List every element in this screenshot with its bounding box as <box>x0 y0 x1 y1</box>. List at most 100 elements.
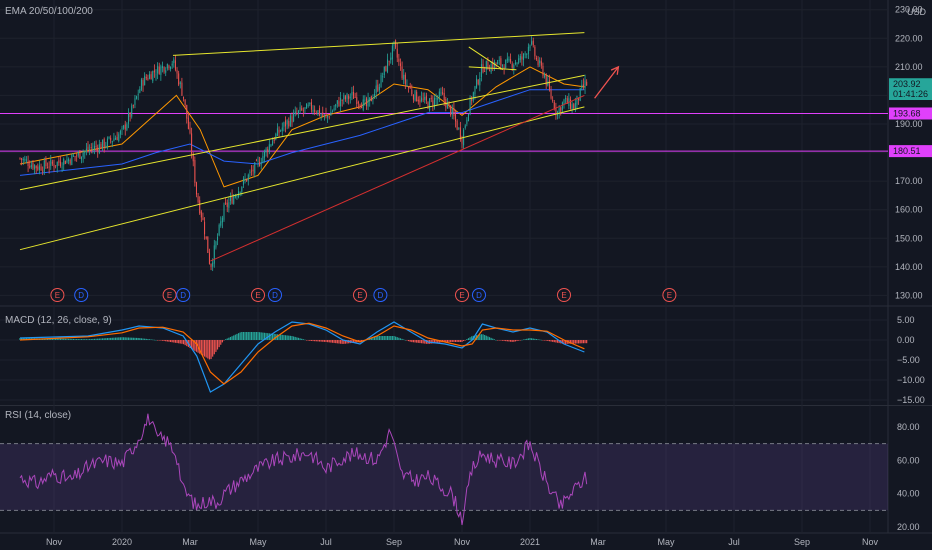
candle-body[interactable] <box>540 61 542 66</box>
candle-body[interactable] <box>328 116 330 118</box>
candle-body[interactable] <box>344 96 346 100</box>
candle-body[interactable] <box>102 139 104 149</box>
candle-body[interactable] <box>40 166 42 171</box>
candle-body[interactable] <box>85 148 87 152</box>
candle-body[interactable] <box>74 156 76 157</box>
candle-body[interactable] <box>472 92 474 101</box>
candle-body[interactable] <box>458 127 460 129</box>
candle-body[interactable] <box>35 165 37 169</box>
candle-body[interactable] <box>378 87 380 91</box>
candle-body[interactable] <box>195 182 197 195</box>
candle-body[interactable] <box>409 86 411 89</box>
candle-body[interactable] <box>197 196 199 203</box>
candle-body[interactable] <box>322 112 324 116</box>
candle-body[interactable] <box>382 76 384 78</box>
candle-body[interactable] <box>48 166 50 168</box>
candle-body[interactable] <box>307 105 309 107</box>
candle-body[interactable] <box>59 161 61 167</box>
candle-body[interactable] <box>477 79 479 85</box>
candle-body[interactable] <box>223 204 225 220</box>
candle-body[interactable] <box>524 53 526 55</box>
candle-body[interactable] <box>523 53 525 60</box>
candle-body[interactable] <box>184 99 186 106</box>
candle-body[interactable] <box>548 80 550 90</box>
candle-body[interactable] <box>189 127 191 133</box>
macd-panel[interactable] <box>19 321 588 393</box>
candle-body[interactable] <box>123 125 125 129</box>
candle-body[interactable] <box>489 70 491 72</box>
candle-body[interactable] <box>77 152 79 156</box>
candle-body[interactable] <box>176 70 178 74</box>
candle-body[interactable] <box>105 145 107 147</box>
candle-body[interactable] <box>353 91 355 99</box>
candle-body[interactable] <box>385 66 387 72</box>
arrow-shaft[interactable] <box>594 66 619 99</box>
candle-body[interactable] <box>144 75 146 86</box>
candle-body[interactable] <box>19 158 21 159</box>
candle-body[interactable] <box>161 65 163 68</box>
candle-body[interactable] <box>398 58 400 62</box>
candle-body[interactable] <box>234 195 236 198</box>
candle-body[interactable] <box>127 113 129 124</box>
candle-body[interactable] <box>302 110 304 112</box>
candle-body[interactable] <box>414 90 416 101</box>
candle-body[interactable] <box>95 146 97 147</box>
candle-body[interactable] <box>514 62 516 64</box>
candle-body[interactable] <box>327 115 329 118</box>
candle-body[interactable] <box>357 102 359 104</box>
candle-body[interactable] <box>226 202 228 207</box>
candle-body[interactable] <box>93 145 95 150</box>
candle-body[interactable] <box>362 99 364 111</box>
candle-body[interactable] <box>76 155 78 157</box>
candle-body[interactable] <box>231 195 233 204</box>
candle-body[interactable] <box>364 99 366 101</box>
candle-body[interactable] <box>118 134 120 142</box>
candle-body[interactable] <box>380 75 382 88</box>
candle-body[interactable] <box>581 84 583 89</box>
candle-body[interactable] <box>168 65 170 69</box>
candle-body[interactable] <box>346 93 348 99</box>
candle-body[interactable] <box>58 160 60 163</box>
candle-body[interactable] <box>330 112 332 116</box>
candle-body[interactable] <box>136 96 138 99</box>
candle-body[interactable] <box>429 98 431 111</box>
candle-body[interactable] <box>539 60 541 64</box>
candle-body[interactable] <box>170 66 172 69</box>
candle-body[interactable] <box>461 137 463 144</box>
candle-body[interactable] <box>406 84 408 86</box>
candle-body[interactable] <box>513 64 515 69</box>
dividend-event-marker[interactable]: D <box>268 288 282 302</box>
candle-body[interactable] <box>586 81 588 86</box>
candle-body[interactable] <box>236 195 238 197</box>
candle-body[interactable] <box>443 93 445 101</box>
candle-body[interactable] <box>466 119 468 124</box>
candle-body[interactable] <box>38 165 40 171</box>
candle-body[interactable] <box>24 158 26 161</box>
candle-body[interactable] <box>260 162 262 165</box>
candle-body[interactable] <box>555 107 557 114</box>
earnings-event-marker[interactable]: E <box>455 288 469 302</box>
candle-body[interactable] <box>204 221 206 235</box>
candle-body[interactable] <box>257 160 259 162</box>
earnings-event-marker[interactable]: E <box>353 288 367 302</box>
candle-body[interactable] <box>56 161 58 167</box>
candle-body[interactable] <box>498 60 500 61</box>
candle-body[interactable] <box>294 111 296 114</box>
candle-body[interactable] <box>297 110 299 114</box>
candle-body[interactable] <box>113 138 115 141</box>
candle-body[interactable] <box>408 87 410 88</box>
candle-body[interactable] <box>286 120 288 125</box>
candle-body[interactable] <box>310 102 312 110</box>
candle-body[interactable] <box>552 100 554 102</box>
candle-body[interactable] <box>215 241 217 248</box>
candle-body[interactable] <box>229 196 231 202</box>
candle-body[interactable] <box>285 120 287 127</box>
candle-body[interactable] <box>207 236 209 253</box>
candle-body[interactable] <box>336 100 338 104</box>
candle-body[interactable] <box>160 66 162 75</box>
candle-body[interactable] <box>29 166 31 168</box>
candle-body[interactable] <box>244 178 246 181</box>
candle-body[interactable] <box>369 97 371 101</box>
candle-body[interactable] <box>208 252 210 264</box>
candle-body[interactable] <box>37 166 39 170</box>
